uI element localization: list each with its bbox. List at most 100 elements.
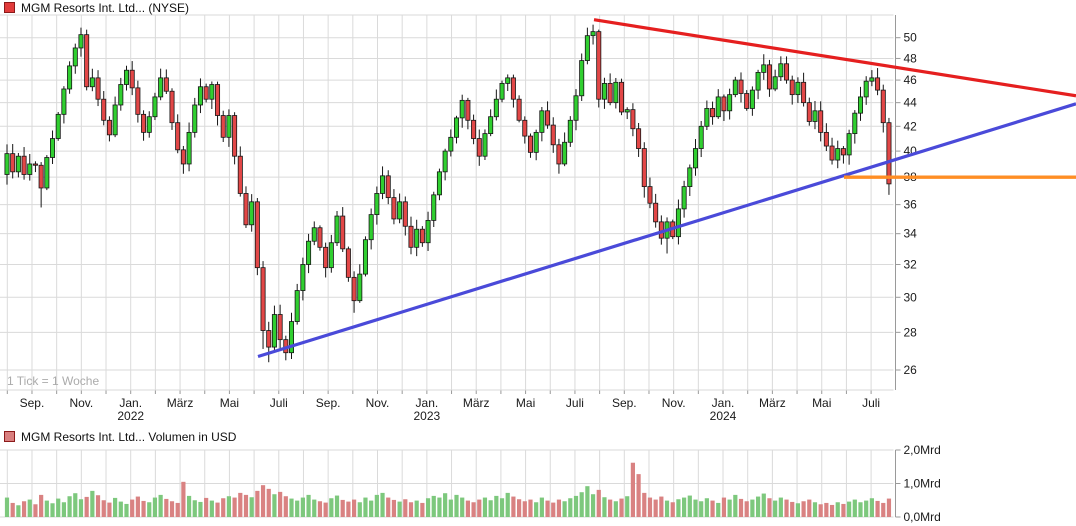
candle	[801, 81, 807, 104]
candle	[761, 64, 767, 73]
volume-bar	[198, 501, 203, 517]
candle	[607, 82, 613, 104]
candle	[886, 122, 892, 185]
volume-bar	[369, 500, 374, 517]
volume-bar	[727, 499, 732, 517]
candle	[721, 96, 727, 112]
candle	[44, 157, 50, 189]
volume-bar	[397, 501, 402, 517]
candle	[482, 133, 488, 157]
candle	[499, 82, 505, 100]
volume-bar	[306, 494, 311, 517]
price-tick-label: 46	[904, 73, 918, 87]
volume-bar	[408, 502, 414, 517]
volume-bar	[295, 500, 300, 517]
volume-bar	[528, 499, 533, 517]
volume-bar	[596, 489, 601, 517]
volume-bar	[386, 497, 391, 517]
candle	[163, 77, 169, 92]
candle	[397, 201, 403, 220]
candle	[738, 79, 744, 94]
month-label: Mai	[516, 396, 535, 410]
candle	[385, 175, 391, 199]
volume-bar	[699, 501, 704, 517]
candle	[772, 76, 778, 90]
candle	[812, 110, 818, 122]
volume-bar	[27, 499, 32, 517]
candle	[681, 186, 687, 210]
volume-bar	[568, 498, 573, 517]
candle	[613, 81, 619, 104]
price-tick-label: 42	[904, 119, 918, 133]
volume-bar	[664, 500, 670, 517]
volume-bar	[10, 502, 15, 517]
candle	[180, 149, 186, 165]
month-label: Juli	[270, 396, 288, 410]
candle	[510, 77, 516, 100]
volume-bar	[73, 493, 78, 517]
candle	[294, 290, 300, 322]
candle	[835, 148, 841, 161]
candle	[744, 93, 750, 109]
volume-bar	[403, 499, 408, 517]
month-label: Sep.	[20, 396, 45, 410]
candle	[436, 171, 442, 196]
volume-bar	[374, 494, 379, 517]
volume-bar	[209, 500, 214, 517]
volume-bar	[232, 497, 237, 517]
candle	[362, 239, 368, 275]
volume-bar	[602, 497, 607, 517]
candle	[533, 131, 539, 153]
candle	[32, 163, 38, 166]
volume-bar	[4, 497, 10, 517]
candle	[55, 113, 61, 139]
candle	[755, 71, 761, 91]
month-label: Sep.	[316, 396, 341, 410]
volume-bar	[716, 502, 721, 517]
volume-bar	[414, 500, 419, 517]
volume-bar	[351, 499, 357, 517]
candle	[50, 138, 56, 158]
volume-bar	[363, 497, 368, 517]
price-axis-labels: 50484644424038363432302826	[904, 31, 918, 377]
volume-bar	[471, 502, 476, 517]
volume-bar	[619, 498, 624, 517]
volume-bar	[118, 501, 123, 517]
candle	[880, 89, 886, 124]
volume-bar	[613, 501, 618, 517]
volume-bar	[16, 505, 21, 517]
candle	[749, 89, 755, 109]
volume-bar	[534, 502, 539, 517]
volume-bar	[608, 499, 613, 517]
volume-bar	[670, 502, 675, 517]
price-tick-label: 44	[904, 96, 918, 110]
candle	[653, 202, 659, 223]
candle	[368, 214, 374, 241]
volume-bar	[636, 474, 641, 517]
volume-bar	[477, 499, 482, 517]
volume-bar	[773, 500, 778, 517]
volume-bar	[221, 498, 226, 517]
volume-bar	[556, 499, 562, 517]
candle	[169, 90, 175, 124]
candle	[687, 167, 693, 188]
volume-bar	[824, 502, 829, 517]
candle	[692, 148, 698, 169]
volume-bar	[841, 503, 846, 517]
price-tick-label: 28	[904, 325, 918, 339]
volume-bar	[818, 504, 823, 517]
volume-tick-label: 0,0Mrd	[904, 510, 941, 524]
candle	[596, 31, 602, 100]
candle	[374, 193, 380, 216]
candle	[10, 153, 16, 173]
volume-bar	[499, 498, 505, 517]
volume-bar	[21, 501, 27, 517]
year-label: 2023	[414, 409, 441, 423]
candle	[601, 82, 607, 100]
candle	[584, 35, 590, 61]
price-tick-label: 26	[904, 363, 918, 377]
volume-bar	[755, 496, 761, 517]
volume-bar	[255, 490, 260, 517]
volume-bar	[186, 495, 192, 517]
candle	[471, 119, 477, 139]
